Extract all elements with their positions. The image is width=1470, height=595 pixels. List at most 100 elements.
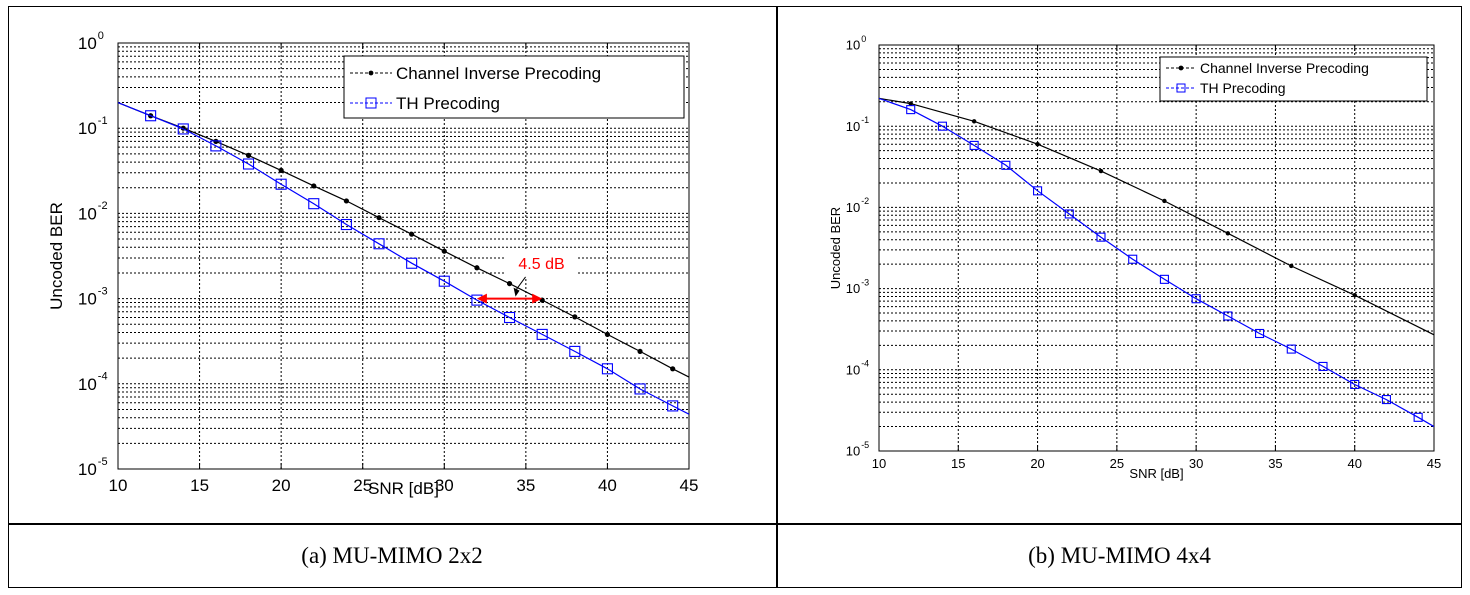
legend-label: Channel Inverse Precoding (1200, 60, 1369, 76)
x-axis-label: SNR [dB] (368, 479, 439, 498)
data-point (441, 248, 447, 254)
legend: Channel Inverse Precoding TH Precoding (343, 55, 685, 119)
data-point (634, 383, 646, 395)
legend-label: TH Precoding (396, 94, 500, 113)
annotation-pointer-head (513, 287, 520, 297)
series-line (879, 97, 1434, 336)
legend-marker (368, 70, 374, 76)
figure-frame (8, 6, 1462, 588)
y-tick-label: 10 (78, 290, 97, 309)
data-point (474, 265, 480, 271)
data-point (278, 167, 284, 173)
caption-divider (8, 523, 1462, 525)
data-point (308, 198, 320, 210)
y-tick-label: 10 (78, 34, 97, 53)
y-tick-label: 10 (846, 200, 860, 215)
legend-label: Channel Inverse Precoding (396, 64, 601, 83)
y-tick-label: 10 (846, 119, 860, 134)
data-point (1413, 412, 1423, 422)
data-point (177, 123, 189, 135)
data-point (670, 366, 676, 372)
data-point (1223, 311, 1233, 321)
data-point (908, 101, 913, 106)
series-line (879, 97, 1434, 428)
x-tick-label: 25 (1110, 456, 1124, 471)
data-point (637, 348, 643, 355)
data-point (1318, 361, 1328, 371)
data-point (1035, 142, 1040, 147)
y-tick-exponent: -3 (861, 277, 869, 287)
data-point (937, 121, 947, 131)
data-point (971, 119, 977, 124)
legend: Channel Inverse Precoding TH Precoding (1159, 56, 1428, 102)
axes-box (878, 44, 1435, 452)
annotation-arrowhead-right (532, 293, 543, 304)
x-tick-label: 30 (435, 476, 454, 495)
legend-box (343, 55, 685, 119)
x-tick-label: 40 (1347, 456, 1361, 471)
y-tick-exponent: -2 (98, 200, 108, 212)
data-point (1352, 292, 1357, 298)
data-point (438, 275, 450, 287)
x-tick-label: 20 (1030, 456, 1044, 471)
x-tick-label: 40 (598, 476, 617, 495)
legend-label: TH Precoding (1200, 80, 1286, 96)
data-point (311, 183, 317, 189)
data-point (245, 152, 252, 158)
y-tick-exponent: -1 (861, 115, 869, 125)
x-tick-label: 45 (680, 476, 699, 495)
data-point (1001, 160, 1011, 170)
data-point (409, 231, 415, 237)
data-point (1225, 231, 1231, 236)
data-point (1033, 186, 1043, 196)
x-tick-label: 10 (872, 456, 886, 471)
y-tick-label: 10 (846, 444, 860, 459)
y-tick-exponent: -4 (98, 371, 108, 383)
data-point (1286, 344, 1296, 354)
y-tick-label: 10 (78, 375, 97, 394)
data-point (1098, 168, 1104, 174)
x-tick-label: 30 (1189, 456, 1203, 471)
data-point (604, 331, 611, 338)
annotation-label: 4.5 dB (518, 256, 564, 273)
y-tick-exponent: -2 (861, 196, 869, 206)
y-tick-label: 10 (846, 281, 860, 296)
data-point (906, 105, 916, 115)
x-tick-label: 15 (951, 456, 965, 471)
data-point (1289, 263, 1294, 269)
data-point (1096, 232, 1106, 242)
y-tick-exponent: 0 (861, 34, 866, 44)
y-tick-exponent: -1 (98, 115, 108, 127)
y-axis-label: Uncoded BER (47, 202, 66, 310)
y-axis-label: Uncoded BER (828, 207, 843, 289)
data-point (1162, 198, 1167, 204)
x-tick-label: 35 (1268, 456, 1282, 471)
annotation-arrowhead-left (476, 293, 487, 304)
legend-marker (365, 97, 377, 109)
legend-box (1159, 56, 1428, 102)
x-tick-label: 20 (272, 476, 291, 495)
column-divider (776, 6, 778, 588)
x-tick-label: 15 (190, 476, 209, 495)
y-tick-label: 10 (78, 119, 97, 138)
data-point (1128, 254, 1138, 264)
data-point (506, 280, 513, 287)
data-point (569, 345, 581, 357)
data-point (373, 238, 385, 250)
y-tick-label: 10 (78, 204, 97, 223)
data-point (1255, 328, 1265, 339)
data-point (376, 215, 382, 221)
x-tick-label: 45 (1427, 456, 1441, 471)
annotation-pointer (515, 276, 526, 291)
data-point (969, 140, 979, 150)
data-point (1064, 209, 1074, 219)
plot-area (879, 45, 1434, 451)
data-point (145, 110, 157, 122)
x-tick-label: 35 (516, 476, 535, 495)
axes-box (117, 42, 690, 470)
data-point (242, 158, 255, 170)
x-axis-label: SNR [dB] (1129, 466, 1183, 481)
data-point (406, 257, 418, 269)
